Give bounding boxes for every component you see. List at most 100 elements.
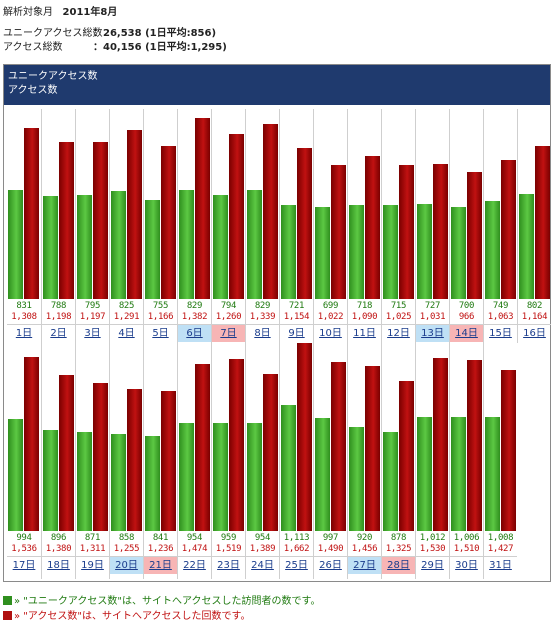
access-bar	[127, 129, 142, 299]
access-value-label: 1,166	[147, 312, 174, 322]
day-link-10[interactable]: 10日	[314, 324, 347, 342]
unique-value-label: 896	[50, 533, 67, 543]
access-value-label: 1,339	[249, 312, 276, 322]
period-label: 解析対象月	[3, 7, 53, 18]
day-column: 700 966 14日	[449, 109, 483, 343]
access-value-label: 1,530	[419, 544, 446, 554]
day-link-13[interactable]: 13日	[416, 324, 449, 342]
unique-value-label: 715	[390, 301, 407, 311]
unique-total-row: ユニークアクセス総数：26,538 (1日平均:856)	[3, 24, 216, 39]
day-column: 831 1,308 1日	[7, 109, 41, 343]
day-link-20[interactable]: 20日	[110, 556, 143, 574]
day-link-18[interactable]: 18日	[42, 556, 75, 574]
access-value-label: 1,063	[487, 312, 514, 322]
unique-value-label: 841	[152, 533, 169, 543]
day-link-29[interactable]: 29日	[416, 556, 449, 574]
access-value-label: 1,308	[11, 312, 37, 322]
day-column: 802 1,164 16日	[517, 109, 551, 343]
day-link-16[interactable]: 16日	[518, 324, 551, 342]
day-link-24[interactable]: 24日	[246, 556, 279, 574]
day-link-6[interactable]: 6日	[178, 324, 211, 342]
access-bar	[433, 163, 448, 299]
unique-value-label: 1,006	[453, 533, 480, 543]
access-value-label: 1,025	[385, 312, 412, 322]
access-bar	[93, 382, 108, 531]
access-value-label: 1,536	[11, 544, 37, 554]
unique-bar	[281, 405, 296, 531]
day-link-12[interactable]: 12日	[382, 324, 415, 342]
unique-bar	[145, 435, 160, 531]
unique-value-label: 794	[220, 301, 237, 311]
unique-bar	[43, 429, 58, 531]
day-link-3[interactable]: 3日	[76, 324, 109, 342]
day-link-30[interactable]: 30日	[450, 556, 483, 574]
unique-bar	[349, 204, 364, 299]
access-value-label: 1,474	[181, 544, 208, 554]
day-link-28[interactable]: 28日	[382, 556, 415, 574]
day-link-7[interactable]: 7日	[212, 324, 245, 342]
access-value-label: 1,510	[453, 544, 480, 554]
unique-bar	[315, 418, 330, 531]
day-link-14[interactable]: 14日	[450, 324, 483, 342]
day-link-11[interactable]: 11日	[348, 324, 381, 342]
unique-value-label: 749	[492, 301, 509, 311]
day-link-1[interactable]: 1日	[7, 324, 41, 342]
day-column: 1,012 1,530 29日	[415, 343, 449, 579]
unique-bar	[417, 416, 432, 531]
unique-bar	[179, 190, 194, 299]
day-column: 1,006 1,510 30日	[449, 343, 483, 579]
access-bar	[399, 164, 414, 299]
unique-total-label: ユニークアクセス総数	[3, 28, 103, 39]
chart-week-row-2: 994 1,536 17日 896 1,380 18日 871 1,311 19日 858 1,25…	[7, 343, 551, 579]
access-bar	[24, 127, 39, 299]
day-link-8[interactable]: 8日	[246, 324, 279, 342]
access-chart-panel: ユニークアクセス数 アクセス数 831 1,308 1日 788 1,198 2日 795 1…	[3, 64, 551, 582]
unique-bar	[451, 207, 466, 299]
day-column: 994 1,536 17日	[7, 343, 41, 579]
access-bar	[433, 357, 448, 531]
access-bar	[127, 389, 142, 531]
unique-value-label: 920	[356, 533, 373, 543]
unique-value-label: 858	[118, 533, 135, 543]
day-link-2[interactable]: 2日	[42, 324, 75, 342]
access-bar	[229, 359, 244, 531]
day-link-17[interactable]: 17日	[7, 556, 41, 574]
day-column: 858 1,255 20日	[109, 343, 143, 579]
access-bar	[399, 381, 414, 531]
day-column: 718 1,090 11日	[347, 109, 381, 343]
day-link-19[interactable]: 19日	[76, 556, 109, 574]
unique-value-label: 1,008	[487, 533, 514, 543]
access-total-row: アクセス総数 ：40,156 (1日平均:1,295)	[3, 38, 227, 53]
day-link-4[interactable]: 4日	[110, 324, 143, 342]
access-bar	[263, 123, 278, 299]
unique-value-label: 1,012	[419, 533, 446, 543]
day-link-26[interactable]: 26日	[314, 556, 347, 574]
day-link-21[interactable]: 21日	[144, 556, 177, 574]
red-square-icon	[3, 611, 12, 620]
unique-value-label: 1,113	[283, 533, 310, 543]
day-link-22[interactable]: 22日	[178, 556, 211, 574]
day-link-25[interactable]: 25日	[280, 556, 313, 574]
day-link-31[interactable]: 31日	[484, 556, 517, 574]
day-link-5[interactable]: 5日	[144, 324, 177, 342]
day-link-23[interactable]: 23日	[212, 556, 245, 574]
day-column: 825 1,291 4日	[109, 109, 143, 343]
day-column: 788 1,198 2日	[41, 109, 75, 343]
access-value-label: 1,154	[283, 312, 310, 322]
access-bar	[365, 366, 380, 531]
day-link-15[interactable]: 15日	[484, 324, 517, 342]
access-value-label: 1,662	[283, 544, 310, 554]
access-bar	[263, 373, 278, 531]
day-column: 896 1,380 18日	[41, 343, 75, 579]
access-value-label: 1,022	[317, 312, 344, 322]
legend-access: » "アクセス数"は、サイトへアクセスした回数です。	[3, 607, 251, 622]
day-link-27[interactable]: 27日	[348, 556, 381, 574]
day-column: 829 1,339 8日	[245, 109, 279, 343]
day-column: 829 1,382 6日	[177, 109, 211, 343]
unique-bar	[315, 207, 330, 299]
day-link-9[interactable]: 9日	[280, 324, 313, 342]
day-column: 715 1,025 12日	[381, 109, 415, 343]
legend-access-text: » "アクセス数"は、サイトへアクセスした回数です。	[14, 611, 251, 622]
access-value-label: 1,389	[249, 544, 276, 554]
unique-bar	[281, 204, 296, 299]
